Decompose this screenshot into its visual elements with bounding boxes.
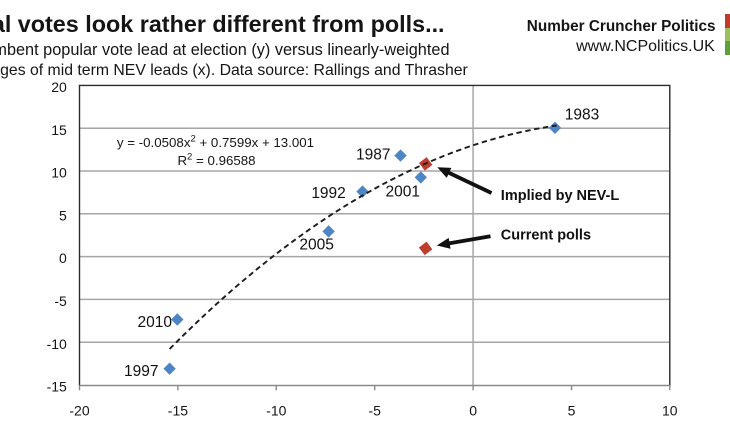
svg-text:1992: 1992: [311, 185, 345, 202]
svg-text:-5: -5: [54, 293, 67, 309]
svg-text:20: 20: [51, 79, 67, 95]
svg-text:15: 15: [51, 122, 67, 138]
svg-text:-10: -10: [47, 336, 67, 352]
svg-text:R2 = 0.96588: R2 = 0.96588: [177, 152, 255, 169]
svg-text:2005: 2005: [299, 237, 333, 254]
svg-text:y = -0.0508x2 + 0.7599x + 13.0: y = -0.0508x2 + 0.7599x + 13.001: [117, 133, 314, 150]
svg-text:-5: -5: [368, 402, 381, 418]
svg-text:-15: -15: [47, 379, 67, 395]
svg-text:-20: -20: [69, 402, 89, 418]
svg-text:10: 10: [51, 165, 67, 181]
svg-text:Implied by NEV-L: Implied by NEV-L: [501, 188, 620, 204]
svg-text:0: 0: [469, 402, 477, 418]
svg-text:-10: -10: [266, 402, 286, 418]
svg-text:0: 0: [59, 250, 67, 266]
svg-text:Current polls: Current polls: [501, 227, 591, 243]
svg-text:1987: 1987: [356, 146, 390, 163]
svg-text:2001: 2001: [386, 183, 420, 200]
svg-text:1983: 1983: [565, 107, 599, 124]
svg-text:-15: -15: [168, 402, 188, 418]
svg-text:5: 5: [568, 402, 576, 418]
svg-text:2010: 2010: [138, 314, 173, 331]
svg-text:10: 10: [662, 402, 678, 418]
svg-text:1997: 1997: [124, 363, 158, 380]
svg-text:5: 5: [59, 207, 67, 223]
